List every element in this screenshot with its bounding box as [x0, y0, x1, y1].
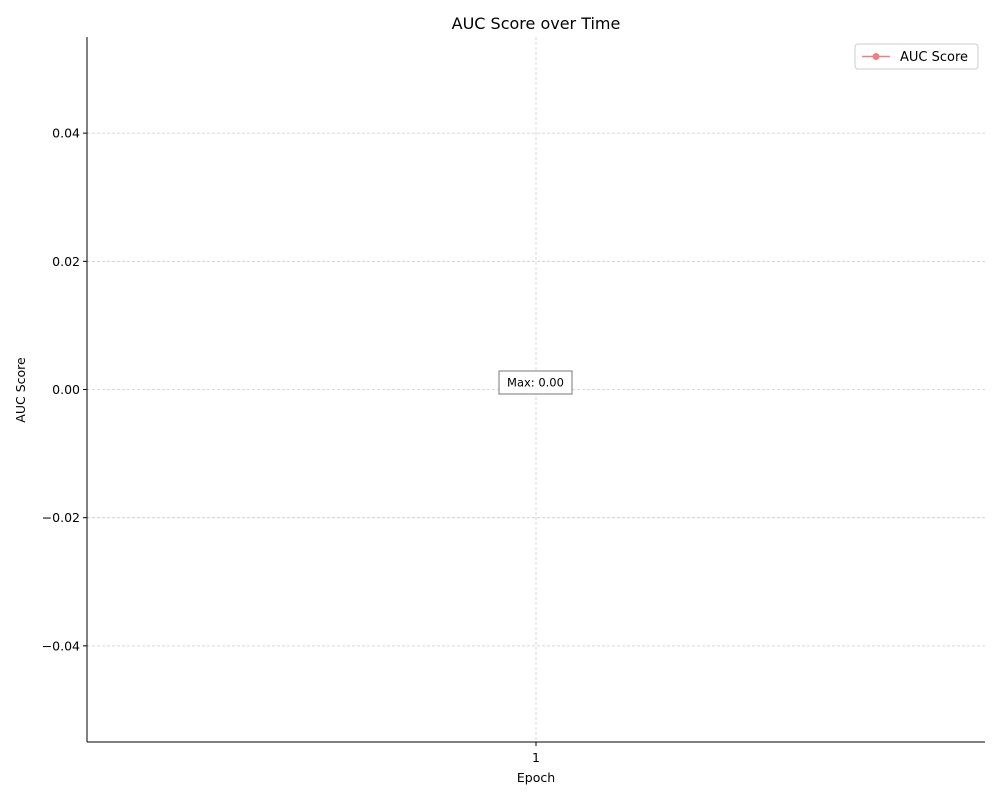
y-ticks: −0.04 −0.02 0.00 0.02 0.04: [42, 126, 87, 653]
legend: AUC Score: [854, 43, 979, 70]
annotation-box: [498, 370, 573, 395]
x-axis-label: Epoch: [517, 770, 555, 785]
max-annotation: Max: 0.00: [498, 370, 573, 395]
legend-label-auc-score: AUC Score: [900, 50, 968, 65]
x-tick-label: 1: [532, 750, 540, 765]
y-tick-label: 0.02: [52, 254, 80, 269]
legend-box: [854, 43, 979, 70]
y-tick-label: −0.02: [42, 510, 80, 525]
annotation-text: Max: 0.00: [507, 376, 564, 390]
y-tick-label: 0.00: [52, 382, 80, 397]
y-tick-label: 0.04: [52, 126, 80, 141]
x-ticks: 1: [532, 742, 540, 765]
y-tick-label: −0.04: [42, 638, 80, 653]
y-axis-label: AUC Score: [13, 357, 28, 423]
chart-title: AUC Score over Time: [452, 14, 621, 33]
legend-marker-swatch: [872, 53, 880, 60]
